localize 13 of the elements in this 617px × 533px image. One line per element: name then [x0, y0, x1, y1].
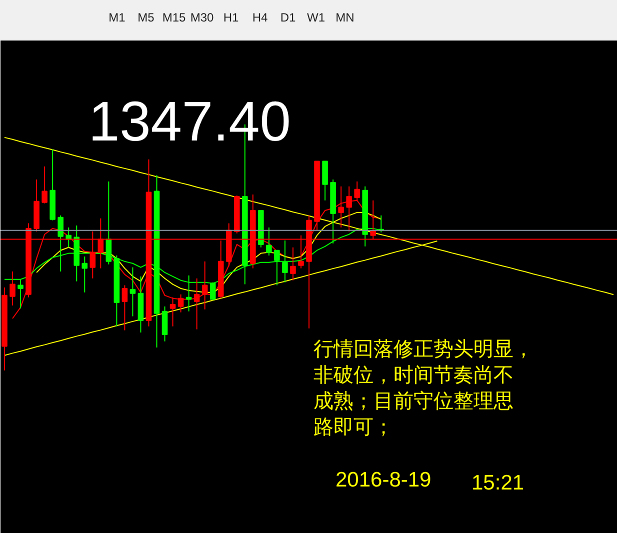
text: D1 — [280, 9, 296, 26]
text: H4 — [252, 9, 268, 26]
text: W1 — [307, 9, 325, 26]
text: M1 — [108, 9, 126, 26]
annotation: 1347.40 — [88, 90, 291, 152]
text: 15:21 — [472, 472, 524, 494]
text: M30 — [190, 9, 214, 26]
text: 2016-8-19 — [336, 468, 432, 492]
text: M5 — [138, 9, 154, 26]
text: M15 — [162, 9, 186, 26]
text: MN — [336, 9, 354, 26]
annotation: 行情回落修正势头明显，非破位，时间节奏尚不成熟；目前守位整理思路即可； — [314, 338, 534, 438]
text: H1 — [223, 9, 239, 26]
